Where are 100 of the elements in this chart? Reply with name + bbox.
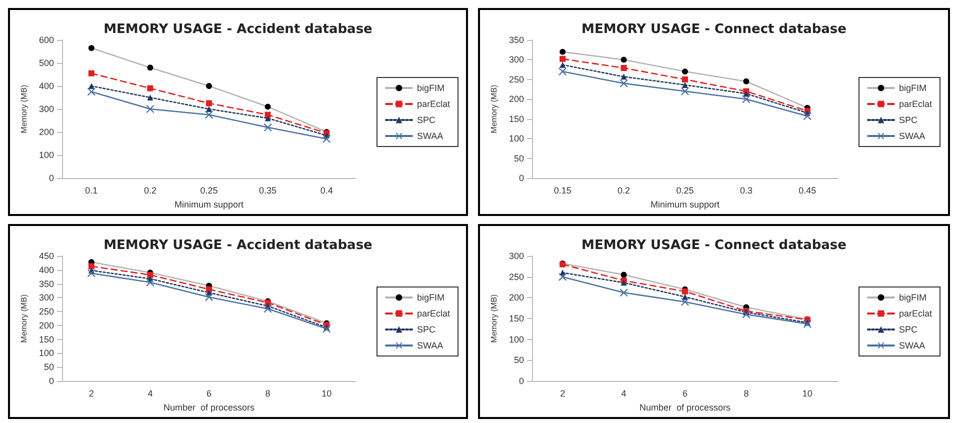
x-axis-title: Number of processors bbox=[163, 402, 256, 412]
chart-title: MEMORY USAGE - Accident database bbox=[104, 22, 373, 37]
point bbox=[87, 88, 96, 96]
legend-label: bigFIM bbox=[416, 292, 444, 302]
point bbox=[206, 83, 212, 89]
point bbox=[147, 85, 154, 92]
legend-label: SPC bbox=[898, 115, 918, 125]
x-tick-label: 10 bbox=[322, 388, 332, 398]
legend-label: parEclat bbox=[416, 99, 450, 109]
y-tick-label: 250 bbox=[38, 306, 54, 317]
y-tick-label: 450 bbox=[38, 251, 54, 261]
y-tick-label: 250 bbox=[508, 74, 524, 84]
x-tick-label: 10 bbox=[802, 388, 812, 398]
x-axis-title: Number of processors bbox=[639, 402, 732, 412]
point bbox=[681, 298, 689, 306]
x-axis-title: Minimum support bbox=[174, 199, 244, 210]
chart-title: MEMORY USAGE - Connect database bbox=[582, 238, 847, 253]
y-tick-label: 350 bbox=[508, 35, 524, 45]
y-tick-label: 350 bbox=[38, 278, 54, 289]
y-axis-title: Memory (MB) bbox=[490, 294, 498, 343]
y-tick-label: 300 bbox=[508, 251, 524, 261]
y-tick-label: 100 bbox=[38, 150, 54, 160]
point bbox=[264, 304, 272, 313]
y-tick-label: 500 bbox=[38, 58, 54, 68]
x-tick-label: 2 bbox=[560, 388, 566, 398]
y-tick-label: 100 bbox=[38, 348, 54, 358]
point bbox=[206, 100, 212, 106]
chart-title: MEMORY USAGE - Accident database bbox=[104, 238, 373, 253]
y-tick-label: 200 bbox=[38, 127, 54, 137]
y-tick-label: 0 bbox=[518, 376, 524, 386]
y-tick-label: 200 bbox=[508, 292, 524, 303]
point bbox=[264, 123, 272, 132]
point bbox=[87, 269, 96, 278]
point bbox=[682, 82, 688, 88]
point bbox=[146, 278, 154, 286]
legend-label: SWAA bbox=[898, 131, 926, 141]
point bbox=[620, 288, 628, 297]
legend-label: bigFIM bbox=[898, 292, 926, 302]
x-tick-label: 6 bbox=[206, 388, 212, 398]
y-axis-title: Memory (MB) bbox=[490, 84, 498, 134]
point bbox=[620, 272, 627, 278]
x-tick-label: 6 bbox=[682, 388, 688, 398]
point bbox=[558, 68, 567, 76]
x-tick-label: 0.35 bbox=[259, 186, 277, 196]
legend-label: SWAA bbox=[898, 340, 926, 350]
point bbox=[147, 64, 154, 71]
x-tick-label: 0.3 bbox=[740, 186, 752, 196]
legend-label: SPC bbox=[416, 115, 436, 125]
y-tick-label: 150 bbox=[508, 114, 524, 124]
y-tick-label: 400 bbox=[38, 81, 54, 91]
point bbox=[743, 90, 750, 97]
point bbox=[558, 272, 567, 281]
y-tick-label: 300 bbox=[508, 54, 524, 65]
y-tick-label: 300 bbox=[38, 104, 54, 114]
y-tick-label: 150 bbox=[38, 334, 54, 344]
y-tick-label: 50 bbox=[514, 153, 524, 164]
point bbox=[560, 62, 566, 68]
point bbox=[560, 48, 566, 55]
point bbox=[264, 104, 271, 110]
y-tick-label: 200 bbox=[508, 94, 524, 104]
point bbox=[620, 56, 627, 63]
point bbox=[742, 95, 750, 104]
y-tick-label: 150 bbox=[508, 314, 524, 324]
point bbox=[88, 70, 94, 76]
point bbox=[88, 263, 94, 270]
point bbox=[803, 112, 812, 120]
point bbox=[88, 83, 94, 89]
x-tick-label: 0.25 bbox=[200, 186, 218, 196]
point bbox=[88, 45, 94, 52]
y-axis-title: Memory (MB) bbox=[20, 294, 28, 343]
x-tick-label: 4 bbox=[148, 388, 153, 398]
legend-label: parEclat bbox=[898, 99, 932, 109]
legend-label: SWAA bbox=[416, 340, 444, 350]
legend-label: SPC bbox=[898, 324, 918, 334]
x-tick-label: 8 bbox=[744, 388, 749, 398]
legend-label: SWAA bbox=[416, 131, 444, 141]
point bbox=[743, 78, 750, 84]
point bbox=[681, 87, 689, 96]
y-axis-title: Memory (MB) bbox=[20, 84, 28, 134]
x-tick-label: 0.1 bbox=[85, 186, 98, 196]
x-tick-label: 0.25 bbox=[676, 186, 694, 196]
point bbox=[146, 105, 154, 113]
y-tick-label: 200 bbox=[38, 320, 54, 330]
point bbox=[205, 110, 213, 119]
y-tick-label: 100 bbox=[508, 334, 524, 344]
y-tick-label: 50 bbox=[514, 355, 524, 366]
x-tick-label: 4 bbox=[621, 388, 626, 398]
point bbox=[682, 68, 688, 75]
chart-title: MEMORY USAGE - Connect database bbox=[582, 22, 847, 37]
y-tick-label: 300 bbox=[38, 292, 54, 303]
y-tick-label: 50 bbox=[44, 362, 54, 372]
point bbox=[264, 115, 271, 122]
y-tick-label: 0 bbox=[48, 376, 54, 386]
x-tick-label: 2 bbox=[88, 388, 94, 398]
y-tick-label: 100 bbox=[508, 134, 524, 144]
point bbox=[620, 74, 627, 80]
point bbox=[205, 293, 213, 302]
point bbox=[322, 324, 331, 333]
legend-label: parEclat bbox=[416, 308, 450, 318]
legend-label: bigFIM bbox=[898, 83, 926, 93]
